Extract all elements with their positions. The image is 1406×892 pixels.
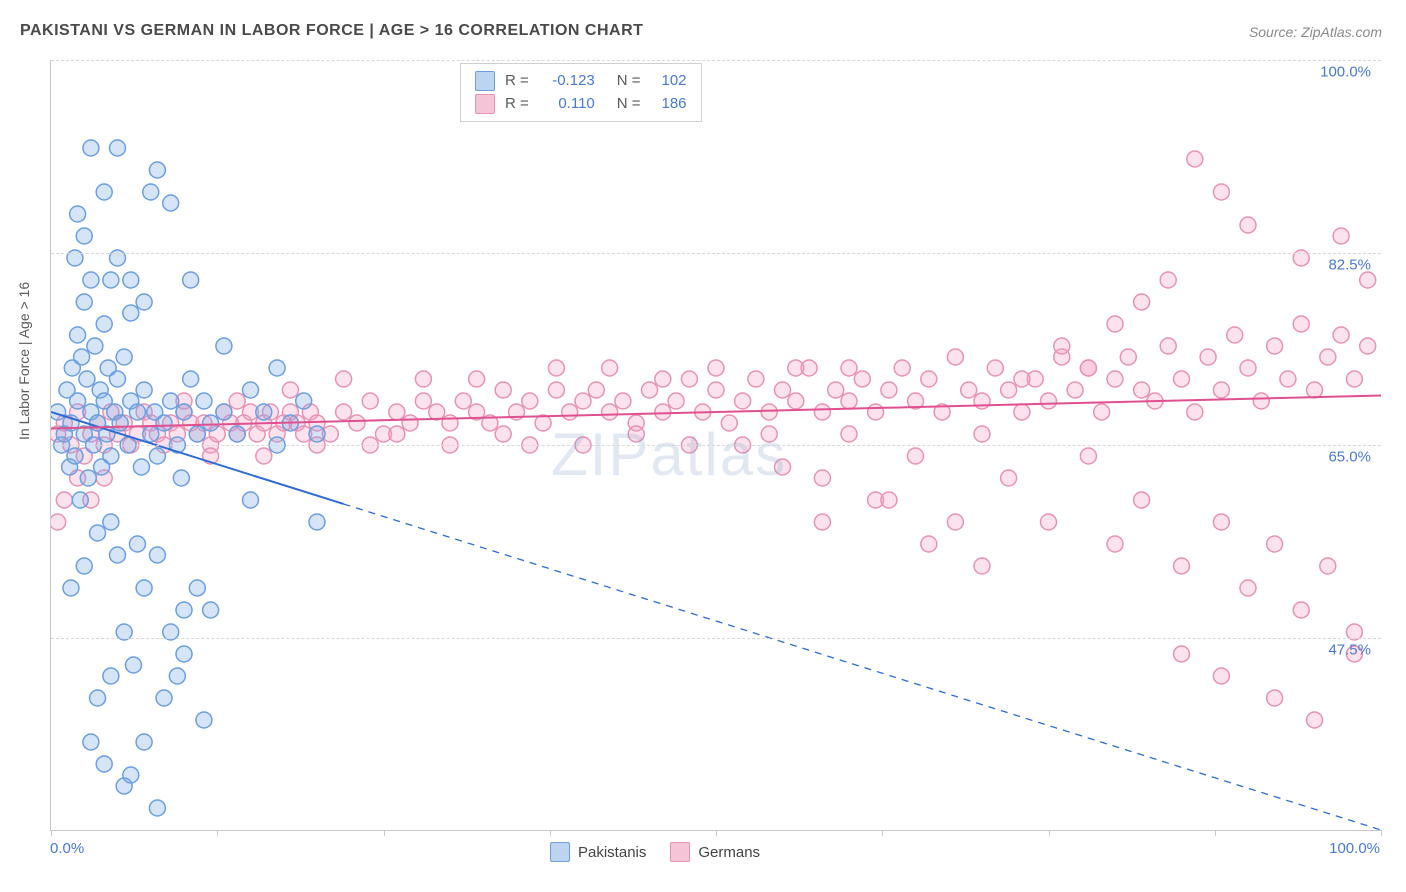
x-tick [716,830,717,836]
gridline [51,253,1381,254]
n-label: N = [617,93,641,116]
r-value: -0.123 [539,70,595,93]
x-tick [384,830,385,836]
x-tick [217,830,218,836]
swatch-icon [475,71,495,91]
stats-row: R = 0.110 N = 186 [475,93,687,116]
y-tick-label: 47.5% [1328,641,1371,658]
source-prefix: Source: [1249,24,1301,40]
y-tick-label: 65.0% [1328,449,1371,466]
gridline [51,638,1381,639]
r-label: R = [505,70,529,93]
x-axis-start-label: 0.0% [50,840,84,857]
x-tick [51,830,52,836]
x-tick [1215,830,1216,836]
y-tick-label: 82.5% [1328,256,1371,273]
x-tick [882,830,883,836]
gridline [51,445,1381,446]
n-value: 186 [651,93,687,116]
y-axis-label: In Labor Force | Age > 16 [16,282,32,440]
chart-title: PAKISTANI VS GERMAN IN LABOR FORCE | AGE… [20,22,643,40]
x-tick [1049,830,1050,836]
swatch-icon [475,94,495,114]
legend-label: Pakistanis [578,844,646,861]
y-tick-label: 100.0% [1320,64,1371,81]
x-tick [550,830,551,836]
swatch-icon [670,842,690,862]
legend-item: Germans [670,842,760,862]
legend-item: Pakistanis [550,842,646,862]
plot-area: ZIPatlas 47.5%65.0%82.5%100.0% [50,60,1381,831]
stats-row: R = -0.123 N = 102 [475,70,687,93]
source-attribution: Source: ZipAtlas.com [1249,24,1382,40]
swatch-icon [550,842,570,862]
x-axis-end-label: 100.0% [1329,840,1380,857]
r-label: R = [505,93,529,116]
n-label: N = [617,70,641,93]
x-tick [1381,830,1382,836]
correlation-stats-box: R = -0.123 N = 102 R = 0.110 N = 186 [460,63,702,122]
r-value: 0.110 [539,93,595,116]
source-name: ZipAtlas.com [1301,24,1382,40]
n-value: 102 [651,70,687,93]
legend-label: Germans [698,844,760,861]
series-legend: Pakistanis Germans [550,842,760,862]
gridline [51,60,1381,61]
